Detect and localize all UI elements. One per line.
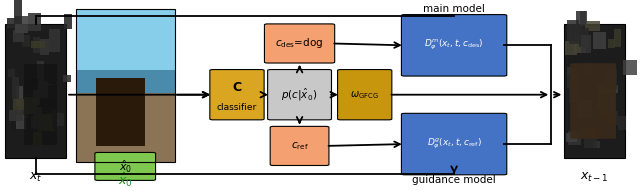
- Bar: [577, 100, 592, 118]
- Bar: [606, 111, 618, 125]
- Bar: [567, 67, 579, 88]
- Bar: [585, 21, 600, 31]
- Bar: [28, 13, 40, 31]
- Bar: [76, 9, 175, 85]
- Bar: [569, 79, 580, 103]
- Bar: [598, 85, 605, 107]
- Text: $c_{\mathregular{ref}}$: $c_{\mathregular{ref}}$: [291, 140, 308, 152]
- Bar: [38, 81, 48, 98]
- Bar: [95, 78, 145, 146]
- Bar: [12, 77, 19, 99]
- Text: main model: main model: [423, 4, 485, 14]
- Bar: [24, 64, 57, 145]
- Bar: [33, 37, 40, 53]
- Bar: [574, 35, 586, 53]
- Bar: [618, 116, 626, 130]
- Bar: [17, 103, 27, 117]
- Text: $p(c|\hat{x}_0)$: $p(c|\hat{x}_0)$: [282, 87, 317, 103]
- Bar: [568, 131, 580, 145]
- Bar: [31, 116, 37, 128]
- FancyBboxPatch shape: [401, 15, 507, 76]
- Bar: [585, 63, 593, 75]
- Bar: [577, 126, 586, 138]
- Bar: [13, 30, 24, 42]
- Text: classifier: classifier: [217, 103, 257, 112]
- Bar: [52, 110, 57, 131]
- Bar: [7, 18, 20, 28]
- Bar: [76, 85, 175, 162]
- Bar: [600, 93, 611, 117]
- FancyBboxPatch shape: [401, 113, 507, 175]
- FancyBboxPatch shape: [210, 70, 264, 120]
- Bar: [52, 113, 64, 126]
- Bar: [24, 79, 39, 90]
- Bar: [579, 28, 589, 47]
- Text: $c_{\mathregular{des}}$=dog: $c_{\mathregular{des}}$=dog: [275, 36, 324, 50]
- Bar: [614, 29, 621, 47]
- Bar: [8, 69, 15, 77]
- Bar: [566, 134, 577, 142]
- Bar: [37, 61, 44, 85]
- Bar: [16, 115, 26, 129]
- Bar: [47, 84, 53, 99]
- Bar: [580, 11, 586, 24]
- Bar: [606, 95, 616, 114]
- FancyBboxPatch shape: [570, 63, 616, 139]
- Bar: [593, 141, 600, 148]
- Bar: [15, 16, 28, 33]
- Bar: [567, 67, 575, 75]
- Bar: [76, 9, 175, 162]
- Bar: [580, 35, 591, 53]
- Text: $\hat{x}_0$: $\hat{x}_0$: [118, 158, 132, 175]
- Text: $x_{t-1}$: $x_{t-1}$: [580, 171, 609, 184]
- Bar: [567, 20, 579, 41]
- Bar: [49, 29, 60, 52]
- FancyBboxPatch shape: [95, 152, 156, 180]
- Bar: [8, 110, 23, 121]
- Bar: [33, 86, 47, 105]
- Bar: [623, 60, 637, 75]
- Bar: [11, 119, 16, 132]
- Text: C: C: [232, 81, 241, 94]
- Bar: [33, 107, 42, 129]
- Bar: [6, 24, 66, 158]
- Text: $\hat{x}_0$: $\hat{x}_0$: [118, 170, 132, 189]
- Bar: [605, 85, 618, 93]
- Text: $D^m_\varphi(x_t, t, c_{\mathregular{des}})$: $D^m_\varphi(x_t, t, c_{\mathregular{des…: [424, 38, 484, 52]
- Bar: [38, 114, 53, 131]
- Bar: [24, 97, 36, 114]
- FancyBboxPatch shape: [264, 24, 335, 63]
- Bar: [569, 24, 583, 44]
- Bar: [593, 32, 606, 49]
- Bar: [40, 85, 54, 107]
- Bar: [40, 39, 49, 55]
- Bar: [604, 69, 617, 89]
- Text: $x_t$: $x_t$: [29, 171, 42, 184]
- Text: $D^g_\varphi(x_t, t, c_{\mathregular{ref}})$: $D^g_\varphi(x_t, t, c_{\mathregular{ref…: [427, 137, 481, 151]
- Bar: [31, 41, 45, 48]
- Bar: [564, 41, 577, 55]
- Bar: [608, 39, 615, 48]
- Bar: [63, 75, 72, 83]
- Bar: [65, 14, 72, 29]
- Bar: [15, 0, 22, 24]
- Bar: [16, 86, 23, 106]
- Bar: [22, 35, 31, 47]
- Text: $\omega_{\mathregular{GFCG}}$: $\omega_{\mathregular{GFCG}}$: [350, 89, 379, 101]
- FancyBboxPatch shape: [268, 70, 332, 120]
- Bar: [576, 11, 587, 27]
- FancyBboxPatch shape: [270, 126, 329, 165]
- Bar: [37, 81, 43, 104]
- Bar: [33, 132, 42, 145]
- Bar: [13, 99, 27, 110]
- Bar: [584, 128, 596, 148]
- Bar: [76, 70, 175, 93]
- Text: guidance model: guidance model: [412, 175, 496, 185]
- Bar: [22, 111, 29, 118]
- FancyBboxPatch shape: [337, 70, 392, 120]
- Bar: [564, 24, 625, 158]
